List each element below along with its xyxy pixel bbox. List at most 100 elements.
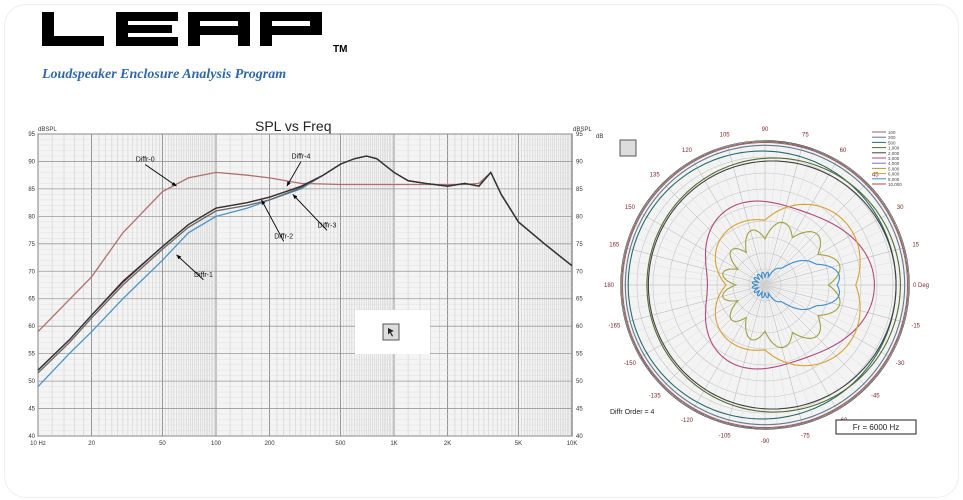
spl-ytick-right: 60 xyxy=(576,324,583,330)
polar-spoke xyxy=(764,166,848,286)
polar-spoke xyxy=(764,154,827,286)
annotation-arrow xyxy=(286,161,302,187)
spl-ytick-right: 75 xyxy=(576,242,583,248)
polar-spoke xyxy=(739,143,766,286)
polar-angle-label: 0 Deg xyxy=(913,283,929,289)
polar-angle-label: 75 xyxy=(802,132,809,138)
polar-spoke xyxy=(764,284,791,427)
polar-legend-label: 2,000 xyxy=(888,151,900,156)
polar-angle-label: 150 xyxy=(625,205,636,211)
polar-spoke xyxy=(764,145,803,286)
annotation-arrow xyxy=(292,194,328,231)
spl-ytick-left: 55 xyxy=(28,352,35,358)
frequency-label: Fr = 6000 Hz xyxy=(853,423,899,432)
spl-chart-title: SPL vs Freq xyxy=(255,118,332,134)
polar-spoke xyxy=(739,284,766,427)
spl-ytick-left: 40 xyxy=(28,434,35,440)
polar-pattern-200 xyxy=(624,144,906,426)
polar-spoke xyxy=(727,145,766,286)
polar-spoke xyxy=(764,212,890,286)
annotation-label: Diffr-1 xyxy=(194,272,213,279)
polar-spoke xyxy=(621,284,766,298)
polar-spoke xyxy=(764,174,858,286)
spl-xtick: 50 xyxy=(159,441,166,447)
cursor-icon-glyph xyxy=(388,328,394,337)
polar-angle-label: 105 xyxy=(720,132,731,138)
spl-xtick: 10 Hz xyxy=(30,441,46,447)
polar-spoke xyxy=(672,174,766,286)
polar-spoke xyxy=(764,284,884,368)
spl-grid xyxy=(37,133,572,437)
polar-spoke xyxy=(715,149,766,286)
polar-chart: 0 Deg 15 30 45 60 75 90 105 120 135 150 165 180 -165 -… xyxy=(596,127,929,445)
polar-pattern-4,000 xyxy=(714,203,861,367)
spl-ytick-right: 85 xyxy=(576,187,583,193)
program-subtitle: Loudspeaker Enclosure Analysis Program xyxy=(42,67,287,82)
polar-pattern-1,000 xyxy=(646,157,901,413)
polar-angle-label: 15 xyxy=(912,243,919,249)
polar-spoke xyxy=(703,284,766,416)
annotation-arrow xyxy=(261,199,285,242)
annotation-label: Diffr-3 xyxy=(317,222,336,229)
polar-spoke xyxy=(764,284,848,404)
annotation-label: Diffr-0 xyxy=(136,156,155,163)
polar-spoke xyxy=(662,182,766,286)
polar-angle-label: 135 xyxy=(650,173,661,179)
spl-ytick-left: 60 xyxy=(28,324,35,330)
spl-xtick: 200 xyxy=(265,441,276,447)
spl-ytick-right: 95 xyxy=(576,132,583,138)
polar-spoke xyxy=(634,284,766,347)
polar-legend-label: 500 xyxy=(888,140,896,145)
annotation-arrowhead xyxy=(171,181,177,187)
polar-spoke xyxy=(764,284,909,298)
polar-spoke xyxy=(764,284,827,416)
polar-pattern-500 xyxy=(627,150,897,420)
polar-legend-label: 6,000 xyxy=(888,172,900,177)
polar-spoke xyxy=(752,284,766,429)
polar-angle-label: 120 xyxy=(682,148,693,154)
polar-spoke xyxy=(672,284,766,396)
polar-spoke xyxy=(625,247,766,286)
polar-spoke xyxy=(634,223,766,286)
polar-spoke xyxy=(764,284,905,323)
polar-angle-label: -120 xyxy=(681,418,694,424)
spl-ytick-left: 95 xyxy=(28,132,35,138)
polar-spoke xyxy=(621,272,766,286)
annotation-arrowhead xyxy=(176,254,182,260)
spl-ytick-left: 50 xyxy=(28,379,35,385)
polar-spoke xyxy=(629,284,766,335)
polar-angle-label: 180 xyxy=(604,283,615,289)
leap-logo xyxy=(42,12,322,46)
polar-angle-label: -135 xyxy=(649,393,662,399)
polar-angle-label: 165 xyxy=(609,243,620,249)
polar-spoke xyxy=(764,149,815,286)
annotation-arrowhead xyxy=(292,194,298,200)
polar-angle-label: 60 xyxy=(840,148,847,154)
polar-spoke xyxy=(625,284,766,323)
annotation-label: Diffr-4 xyxy=(291,154,310,161)
polar-spoke xyxy=(764,202,884,286)
annotation-arrowhead xyxy=(286,181,291,187)
polar-pattern-6,000 xyxy=(751,259,841,311)
polar-spoke xyxy=(764,235,901,286)
spl-xtick: 10K xyxy=(567,441,578,447)
annotation-arrow xyxy=(144,164,177,187)
spl-ytick-right: 40 xyxy=(576,434,583,440)
polar-legend-label: 4,000 xyxy=(888,161,900,166)
spl-ytick-left: 45 xyxy=(28,407,35,413)
polar-angle-label: 30 xyxy=(897,205,904,211)
polar-spoke xyxy=(764,141,778,286)
polar-legend-label: 10,000 xyxy=(888,182,902,187)
polar-spoke xyxy=(764,143,791,286)
trademark-mark: TM xyxy=(333,44,348,55)
polar-pattern-5,000 xyxy=(722,221,841,349)
polar-spoke xyxy=(623,284,766,311)
spl-ytick-left: 85 xyxy=(28,187,35,193)
polar-legend-label: 5,000 xyxy=(888,166,900,171)
polar-cursor-icon xyxy=(619,139,637,157)
polar-spoke xyxy=(715,284,766,421)
spl-ylabel-right: dBSPL xyxy=(573,127,592,133)
spl-xtick: 500 xyxy=(335,441,346,447)
polar-legend-label: 1,000 xyxy=(888,146,900,151)
spl-ytick-left: 75 xyxy=(28,242,35,248)
